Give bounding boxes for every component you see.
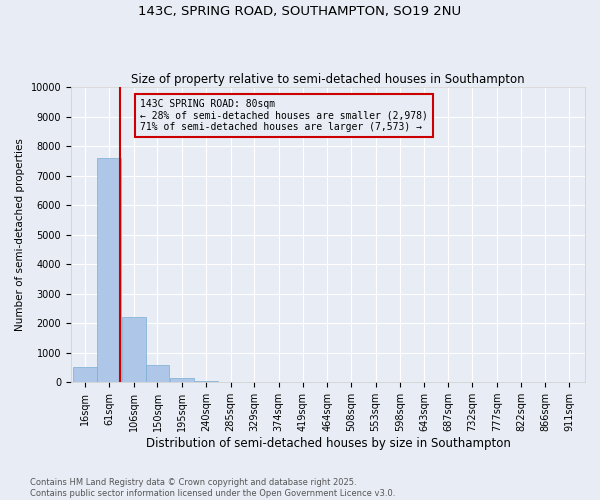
- Bar: [146, 364, 169, 382]
- Bar: [97, 158, 121, 382]
- Bar: [73, 368, 97, 382]
- Text: 143C, SPRING ROAD, SOUTHAMPTON, SO19 2NU: 143C, SPRING ROAD, SOUTHAMPTON, SO19 2NU: [139, 5, 461, 18]
- Text: Contains HM Land Registry data © Crown copyright and database right 2025.
Contai: Contains HM Land Registry data © Crown c…: [30, 478, 395, 498]
- Bar: [194, 380, 218, 382]
- Y-axis label: Number of semi-detached properties: Number of semi-detached properties: [15, 138, 25, 331]
- Bar: [170, 378, 194, 382]
- Title: Size of property relative to semi-detached houses in Southampton: Size of property relative to semi-detach…: [131, 73, 525, 86]
- X-axis label: Distribution of semi-detached houses by size in Southampton: Distribution of semi-detached houses by …: [146, 437, 511, 450]
- Text: 143C SPRING ROAD: 80sqm
← 28% of semi-detached houses are smaller (2,978)
71% of: 143C SPRING ROAD: 80sqm ← 28% of semi-de…: [140, 99, 428, 132]
- Bar: [122, 318, 146, 382]
